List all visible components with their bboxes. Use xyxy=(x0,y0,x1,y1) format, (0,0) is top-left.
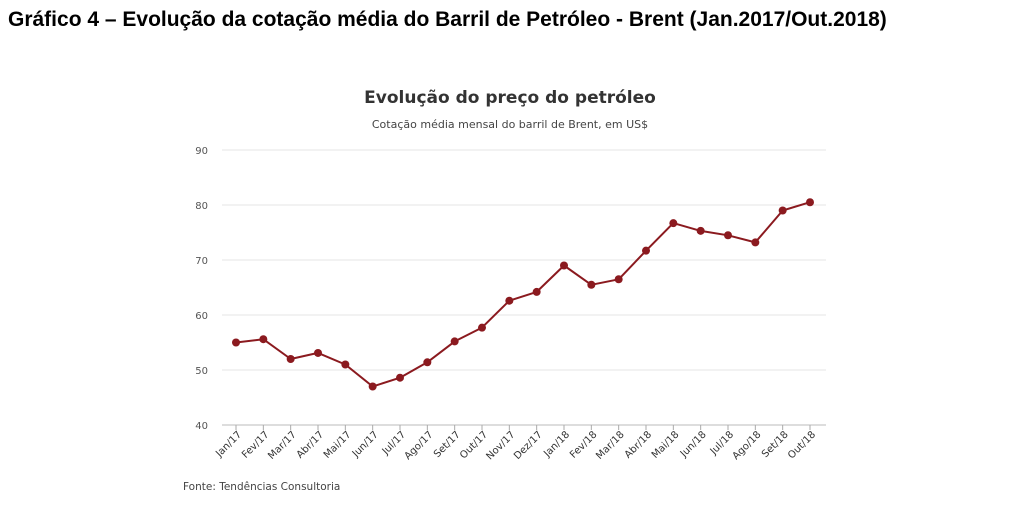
series-line xyxy=(235,201,811,388)
source-note: Fonte: Tendências Consultoria xyxy=(183,481,340,493)
data-point xyxy=(696,226,705,235)
x-tick-label: Mai/17 xyxy=(322,429,354,461)
x-tick-label: Set/17 xyxy=(432,429,463,460)
x-tick-label: Abr/18 xyxy=(623,429,654,460)
page-title: Gráfico 4 – Evolução da cotação média do… xyxy=(8,8,887,31)
data-point xyxy=(478,323,486,332)
x-tick-label: Mar/17 xyxy=(266,429,299,462)
data-point xyxy=(341,360,350,369)
data-point xyxy=(806,198,814,207)
data-point xyxy=(778,206,787,215)
chart-subtitle: Cotação média mensal do barril de Brent,… xyxy=(372,118,648,131)
x-tick-label: Jun/17 xyxy=(350,429,381,460)
gridlines xyxy=(222,149,826,426)
data-point xyxy=(587,280,596,289)
x-tick-label: Abr/17 xyxy=(295,429,326,460)
x-tick-label: Fev/18 xyxy=(568,429,599,460)
data-point xyxy=(724,231,732,240)
data-point xyxy=(505,296,514,305)
y-tick-label: 70 xyxy=(195,256,208,267)
y-tick-label: 40 xyxy=(195,421,208,432)
x-tick-label: Dez/17 xyxy=(512,429,545,462)
data-point xyxy=(232,338,240,347)
data-point xyxy=(368,382,377,391)
data-point xyxy=(669,219,678,228)
x-tick-label: Nov/17 xyxy=(484,429,517,462)
data-point xyxy=(286,355,295,363)
data-point xyxy=(423,358,432,367)
x-tick-label: Jun/18 xyxy=(678,429,709,460)
chart-title: Evolução do preço do petróleo xyxy=(364,88,656,108)
data-point xyxy=(614,275,623,284)
x-tick-label: Fev/17 xyxy=(240,429,271,460)
data-point xyxy=(314,348,322,357)
y-tick-label: 50 xyxy=(195,366,208,377)
y-tick-label: 80 xyxy=(195,201,208,212)
data-point xyxy=(642,246,650,255)
data-point xyxy=(396,373,404,382)
y-tick-label: 90 xyxy=(195,146,208,157)
x-tick-label: Mar/18 xyxy=(594,429,627,462)
data-point xyxy=(532,287,541,296)
x-tick-label: Mai/18 xyxy=(650,429,682,461)
data-point xyxy=(751,238,760,247)
series-brent xyxy=(232,198,814,391)
data-point xyxy=(560,261,568,270)
y-tick-label: 60 xyxy=(195,311,208,322)
x-tick-label: Jan/18 xyxy=(541,429,572,460)
x-tick-label: Set/18 xyxy=(760,429,791,460)
x-tick-label: Ago/18 xyxy=(731,429,764,462)
x-tick-label: Jan/17 xyxy=(213,429,244,460)
data-point xyxy=(259,335,268,344)
x-tick-label: Out/18 xyxy=(786,429,818,461)
y-axis-ticks: 90 80 70 60 50 40 xyxy=(195,146,208,432)
data-point xyxy=(450,337,459,346)
x-tick-label: Ago/17 xyxy=(403,429,436,462)
